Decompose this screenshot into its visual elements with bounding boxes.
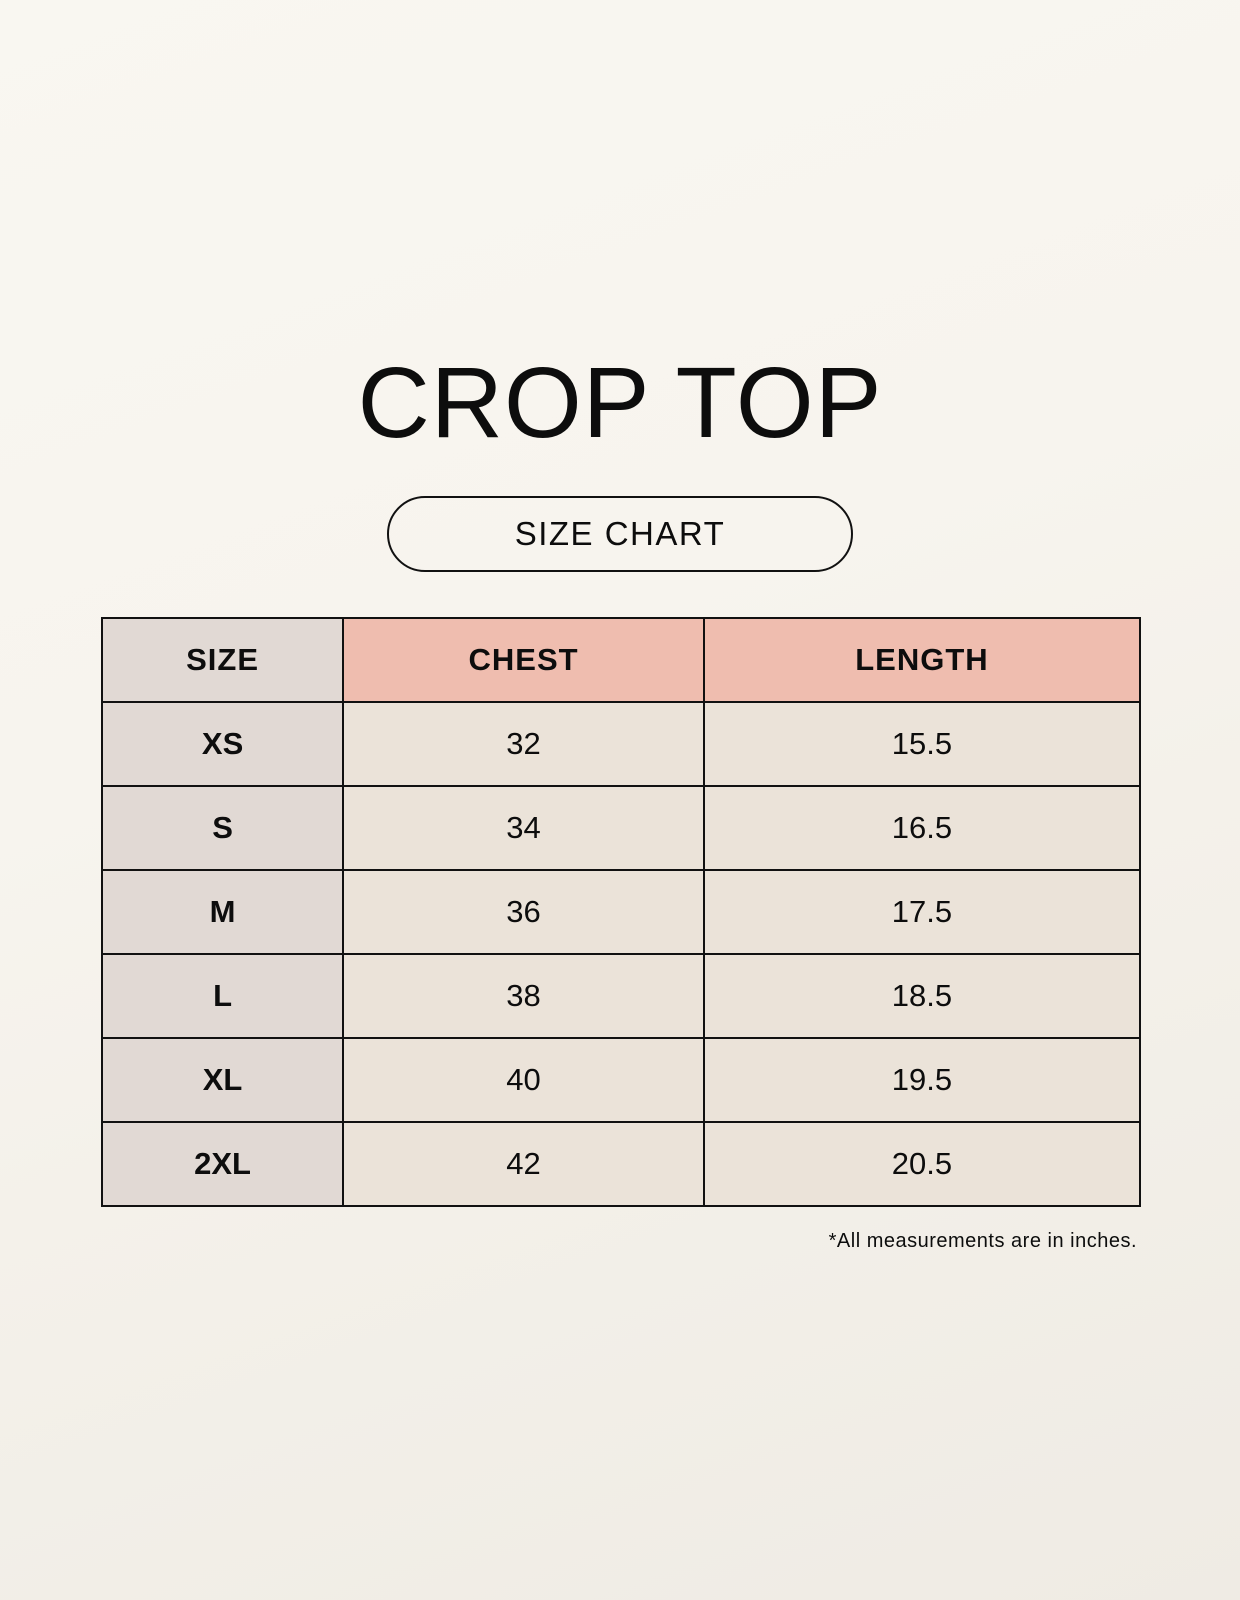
size-cell: L	[100, 953, 345, 1039]
page-title: CROP TOP	[357, 347, 883, 459]
header-size: SIZE	[100, 617, 345, 703]
chest-cell: 36	[342, 869, 705, 955]
size-cell: XL	[100, 1037, 345, 1123]
chest-cell: 42	[342, 1121, 705, 1207]
table-row: L 38 18.5	[100, 953, 1142, 1039]
header-length: LENGTH	[702, 617, 1142, 703]
table-row: 2XL 42 20.5	[100, 1121, 1142, 1207]
size-table: SIZE CHEST LENGTH XS 32 15.5 S 34 16.5 M 36 17.5…	[100, 617, 1142, 1207]
length-cell: 20.5	[702, 1121, 1142, 1207]
chest-cell: 32	[342, 701, 705, 787]
header-chest: CHEST	[342, 617, 705, 703]
length-cell: 17.5	[702, 869, 1142, 955]
size-chart-badge: SIZE CHART	[387, 496, 853, 572]
length-cell: 16.5	[702, 785, 1142, 871]
table-row: M 36 17.5	[100, 869, 1142, 955]
size-cell: M	[100, 869, 345, 955]
length-cell: 15.5	[702, 701, 1142, 787]
size-cell: 2XL	[100, 1121, 345, 1207]
table-row: S 34 16.5	[100, 785, 1142, 871]
footnote: *All measurements are in inches.	[828, 1230, 1137, 1252]
table-header-row: SIZE CHEST LENGTH	[100, 617, 1142, 703]
chest-cell: 34	[342, 785, 705, 871]
length-cell: 18.5	[702, 953, 1142, 1039]
length-cell: 19.5	[702, 1037, 1142, 1123]
table-row: XL 40 19.5	[100, 1037, 1142, 1123]
chest-cell: 38	[342, 953, 705, 1039]
size-cell: XS	[100, 701, 345, 787]
size-cell: S	[100, 785, 345, 871]
table-row: XS 32 15.5	[100, 701, 1142, 787]
chest-cell: 40	[342, 1037, 705, 1123]
